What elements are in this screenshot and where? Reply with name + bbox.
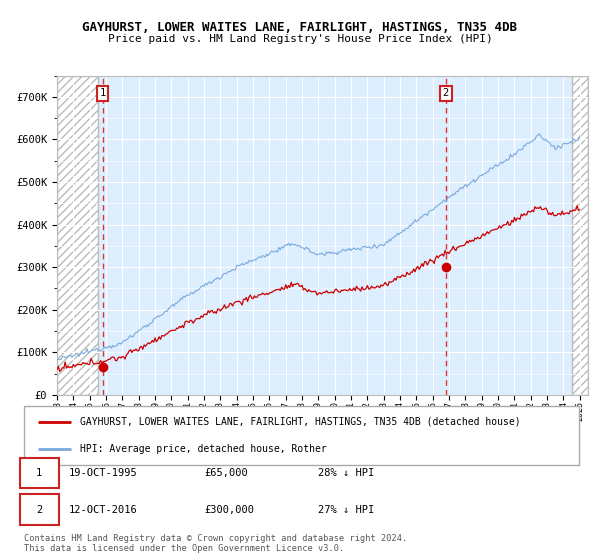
Text: GAYHURST, LOWER WAITES LANE, FAIRLIGHT, HASTINGS, TN35 4DB: GAYHURST, LOWER WAITES LANE, FAIRLIGHT, …	[83, 21, 517, 34]
Text: £65,000: £65,000	[204, 468, 248, 478]
Text: 19-OCT-1995: 19-OCT-1995	[69, 468, 138, 478]
Text: Contains HM Land Registry data © Crown copyright and database right 2024.
This d: Contains HM Land Registry data © Crown c…	[24, 534, 407, 553]
Bar	[57, 76, 98, 395]
Text: £300,000: £300,000	[204, 505, 254, 515]
Text: 2: 2	[36, 505, 43, 515]
Text: 27% ↓ HPI: 27% ↓ HPI	[318, 505, 374, 515]
Bar	[572, 76, 588, 395]
Text: 2: 2	[443, 88, 449, 98]
Text: 28% ↓ HPI: 28% ↓ HPI	[318, 468, 374, 478]
Text: Price paid vs. HM Land Registry's House Price Index (HPI): Price paid vs. HM Land Registry's House …	[107, 34, 493, 44]
Text: 12-OCT-2016: 12-OCT-2016	[69, 505, 138, 515]
FancyBboxPatch shape	[24, 406, 579, 465]
Text: GAYHURST, LOWER WAITES LANE, FAIRLIGHT, HASTINGS, TN35 4DB (detached house): GAYHURST, LOWER WAITES LANE, FAIRLIGHT, …	[79, 417, 520, 427]
Text: 1: 1	[36, 468, 43, 478]
Text: HPI: Average price, detached house, Rother: HPI: Average price, detached house, Roth…	[79, 444, 326, 454]
Text: 1: 1	[100, 88, 106, 98]
